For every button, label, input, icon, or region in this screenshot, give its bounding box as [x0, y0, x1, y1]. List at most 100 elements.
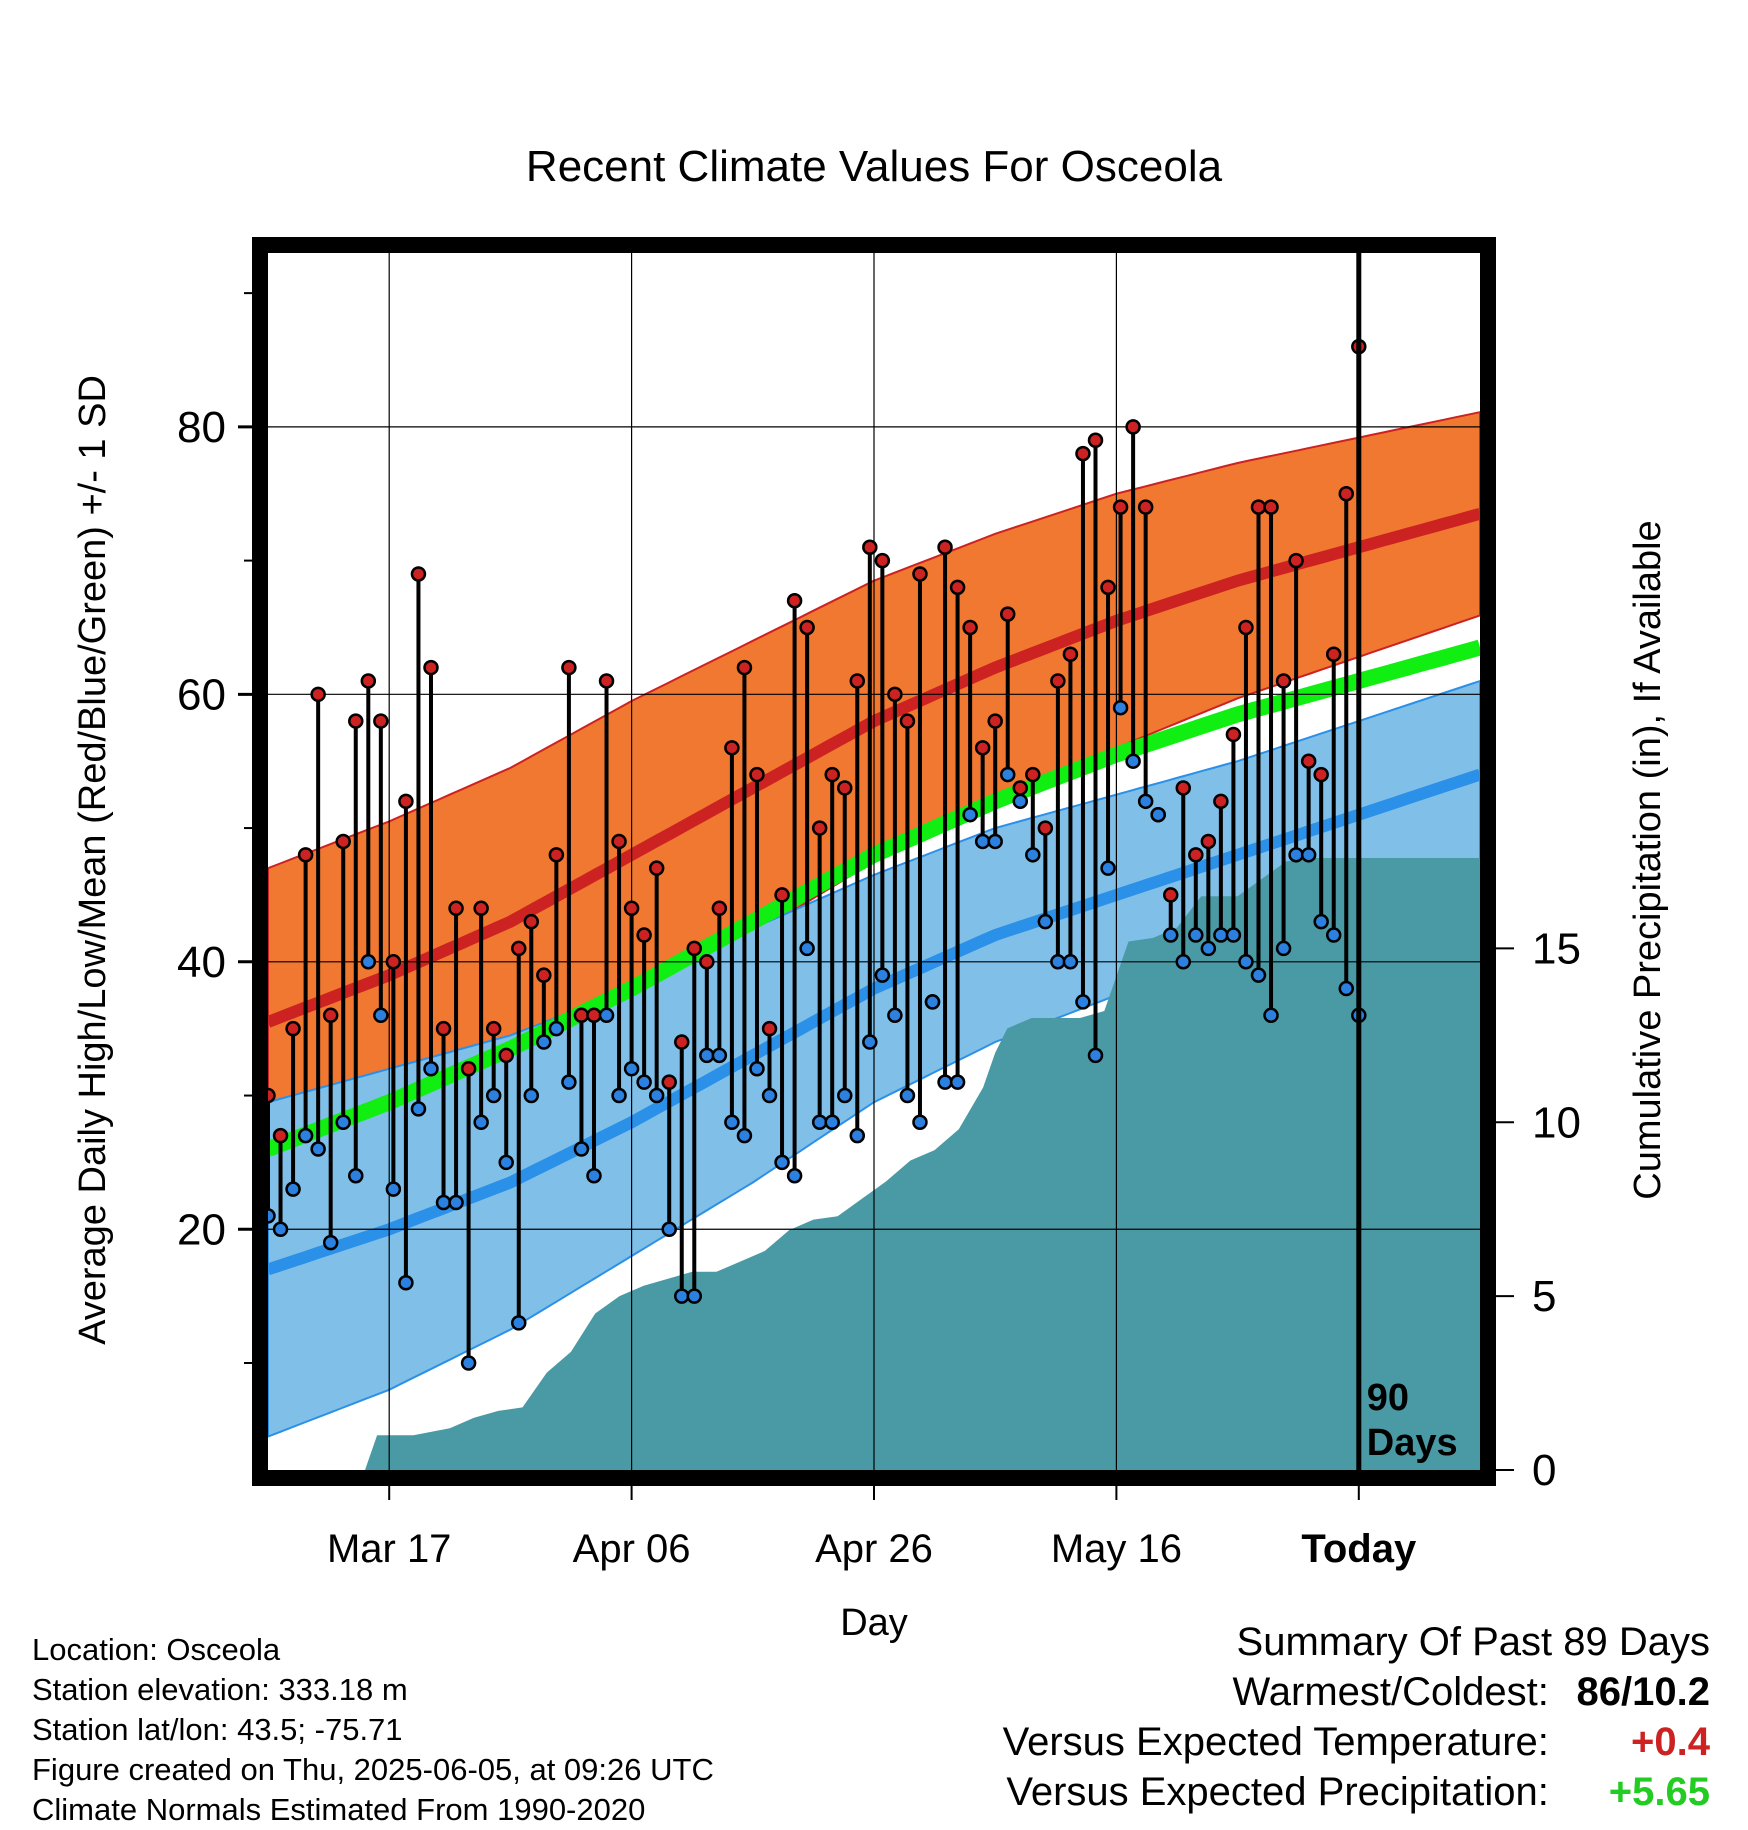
- daily-high-point: [272, 1127, 289, 1144]
- footer-latlon: Station lat/lon: 43.5; -75.71: [32, 1712, 403, 1747]
- daily-high-point: [736, 659, 753, 676]
- daily-low-point: [899, 1087, 916, 1104]
- daily-low-point: [786, 1168, 803, 1184]
- daily-high-point: [987, 713, 1003, 729]
- daily-high-point: [398, 793, 414, 810]
- daily-high-point: [1225, 726, 1242, 743]
- daily-high-point: [385, 954, 402, 970]
- daily-high-point: [598, 673, 615, 689]
- daily-low-point: [1150, 806, 1166, 823]
- x-tick-label: Today: [1301, 1527, 1417, 1571]
- daily-low-point: [811, 1114, 828, 1131]
- daily-high-point: [1050, 673, 1066, 689]
- y-tick-label: 20: [177, 1205, 226, 1254]
- daily-high-point: [1075, 445, 1091, 462]
- daily-high-point: [824, 766, 840, 783]
- daily-low-point: [736, 1127, 753, 1144]
- daily-low-point: [373, 1007, 389, 1024]
- y2-tick-label: 0: [1532, 1446, 1556, 1495]
- daily-high-point: [573, 1007, 590, 1024]
- daily-high-point: [1325, 646, 1342, 662]
- warm-cold-label: Warmest/Coldest:: [1232, 1670, 1549, 1714]
- daily-high-point: [1238, 619, 1254, 636]
- footer-elevation: Station elevation: 333.18 m: [32, 1672, 408, 1707]
- daily-high-point: [962, 619, 978, 636]
- daily-low-point: [511, 1315, 527, 1331]
- daily-low-point: [674, 1288, 690, 1304]
- daily-high-point: [836, 780, 853, 796]
- daily-low-point: [1012, 793, 1029, 810]
- daily-low-point: [586, 1168, 602, 1184]
- daily-low-point: [348, 1168, 364, 1184]
- daily-low-point: [1263, 1007, 1279, 1024]
- daily-high-point: [623, 900, 640, 917]
- temp-value: +0.4: [1631, 1720, 1710, 1764]
- daily-high-point: [548, 847, 565, 863]
- daily-low-point: [1313, 913, 1329, 930]
- daily-low-point: [598, 1007, 615, 1024]
- daily-low-point: [1238, 954, 1254, 970]
- daily-high-point: [1188, 847, 1204, 863]
- daily-high-point: [485, 1020, 502, 1037]
- precip-area: [268, 858, 1480, 1470]
- x-tick-label: Apr 26: [815, 1527, 933, 1571]
- daily-low-point: [285, 1181, 301, 1197]
- daily-low-point: [360, 954, 377, 970]
- daily-low-point: [661, 1221, 677, 1238]
- daily-low-point: [460, 1355, 477, 1371]
- daily-low-point: [1200, 940, 1217, 957]
- daily-high-point: [849, 673, 866, 689]
- daily-high-point: [1025, 766, 1041, 783]
- daily-low-point: [1037, 913, 1054, 930]
- daily-high-point: [373, 713, 389, 729]
- daily-high-point: [1175, 780, 1192, 796]
- daily-low-point: [924, 994, 941, 1010]
- daily-high-point: [1037, 820, 1054, 836]
- x-tick-label: Mar 17: [327, 1527, 452, 1571]
- y2-tick-label: 10: [1532, 1098, 1581, 1147]
- daily-high-point: [749, 766, 765, 783]
- daily-low-point: [962, 806, 978, 823]
- daily-high-point: [774, 887, 790, 903]
- daily-high-point: [1087, 432, 1104, 448]
- footer-location: Location: Osceola: [32, 1632, 281, 1667]
- today-label-number: 90: [1367, 1377, 1409, 1419]
- daily-low-point: [448, 1194, 464, 1211]
- daily-high-point: [335, 833, 351, 850]
- daily-high-point: [322, 1007, 339, 1024]
- x-axis-label: Day: [840, 1602, 908, 1644]
- daily-high-point: [1288, 552, 1304, 569]
- precip-value: +5.65: [1608, 1770, 1710, 1814]
- daily-high-point: [1213, 793, 1229, 810]
- daily-low-point: [435, 1194, 452, 1211]
- daily-high-point: [862, 539, 878, 555]
- daily-low-point: [1100, 860, 1116, 876]
- daily-high-point: [1275, 673, 1292, 689]
- daily-low-point: [799, 940, 815, 957]
- daily-low-point: [611, 1087, 627, 1104]
- daily-low-point: [473, 1114, 489, 1131]
- x-tick-label: May 16: [1051, 1527, 1182, 1571]
- daily-low-point: [937, 1074, 953, 1090]
- daily-high-point: [937, 539, 953, 555]
- daily-low-point: [1325, 927, 1342, 943]
- daily-low-point: [322, 1234, 339, 1251]
- footer-created: Figure created on Thu, 2025-06-05, at 09…: [32, 1752, 714, 1787]
- daily-high-point: [874, 552, 891, 569]
- daily-high-point: [435, 1020, 452, 1037]
- daily-low-point: [1175, 954, 1192, 970]
- daily-high-point: [1137, 499, 1154, 515]
- daily-low-point: [761, 1087, 778, 1104]
- daily-low-point: [774, 1154, 790, 1171]
- daily-low-point: [297, 1127, 314, 1144]
- daily-low-point: [523, 1087, 540, 1104]
- daily-low-point: [1250, 967, 1267, 983]
- daily-high-point: [310, 686, 326, 703]
- daily-low-point: [410, 1101, 427, 1117]
- daily-low-point: [1162, 927, 1179, 943]
- warm-cold-value: 86/10.2: [1576, 1670, 1710, 1714]
- daily-high-point: [811, 820, 828, 836]
- daily-high-point: [724, 740, 740, 756]
- daily-low-point: [385, 1181, 402, 1197]
